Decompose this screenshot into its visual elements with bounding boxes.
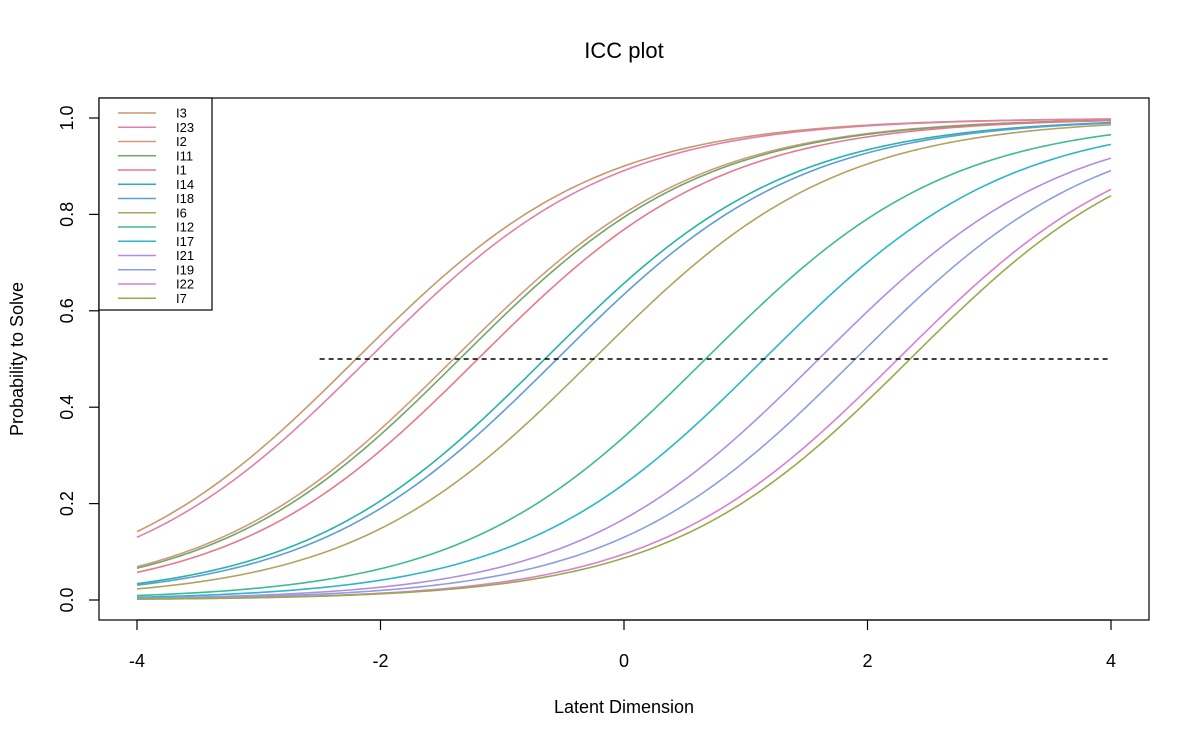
curve-i18 <box>136 122 1112 586</box>
curve-i19 <box>136 169 1112 600</box>
curve-i11 <box>136 119 1112 569</box>
curve-i21 <box>136 157 1112 600</box>
y-tick-label: 0.8 <box>57 202 77 227</box>
y-axis-label: Probability to Solve <box>7 282 27 436</box>
legend-label: I22 <box>176 277 194 292</box>
y-tick-label: 0.6 <box>57 298 77 323</box>
curve-i6 <box>136 123 1112 590</box>
curve-i23 <box>136 118 1112 539</box>
legend-item: I7 <box>118 291 187 306</box>
legend-item: I11 <box>118 148 193 163</box>
curve-i3 <box>136 118 1112 533</box>
x-tick-label: -4 <box>129 651 145 671</box>
legend-label: I7 <box>176 291 187 306</box>
curve-i17 <box>136 143 1112 599</box>
plot-area <box>136 118 1112 600</box>
legend-item: I21 <box>118 248 194 263</box>
legend-item: I3 <box>118 106 187 121</box>
legend-label: I19 <box>176 262 194 277</box>
legend-label: I14 <box>176 177 194 192</box>
legend-item: I19 <box>118 262 194 277</box>
curve-i2 <box>136 119 1112 568</box>
legend-label: I3 <box>176 106 187 121</box>
curve-i1 <box>136 119 1112 574</box>
x-axis-label: Latent Dimension <box>554 697 694 717</box>
legend-label: I11 <box>176 148 193 163</box>
curve-i14 <box>136 121 1112 585</box>
legend-label: I23 <box>176 120 194 135</box>
y-axis: 0.0 0.2 0.4 0.6 0.8 1.0 <box>57 105 100 613</box>
legend-label: I21 <box>176 248 194 263</box>
legend-item: I14 <box>118 177 194 192</box>
plot-frame <box>98 97 1150 621</box>
x-axis: -4 -2 0 2 4 <box>129 619 1116 671</box>
legend-item: I12 <box>118 220 194 235</box>
x-tick-label: 2 <box>862 651 872 671</box>
legend-item: I23 <box>118 120 194 135</box>
legend-item: I18 <box>118 191 194 206</box>
curve-i7 <box>136 194 1112 600</box>
x-tick-label: 4 <box>1106 651 1116 671</box>
legend-label: I17 <box>176 234 194 249</box>
y-tick-label: 0.0 <box>57 587 77 612</box>
legend-label: I2 <box>176 134 187 149</box>
legend-item: I22 <box>118 277 194 292</box>
x-tick-label: -2 <box>372 651 388 671</box>
y-tick-label: 0.4 <box>57 395 77 420</box>
chart-title: ICC plot <box>584 38 663 63</box>
legend-label: I12 <box>176 220 194 235</box>
legend-item: I2 <box>118 134 187 149</box>
legend-item: I1 <box>118 163 187 178</box>
x-tick-label: 0 <box>619 651 629 671</box>
legend-label: I1 <box>176 163 187 178</box>
legend-item: I17 <box>118 234 194 249</box>
legend-box <box>98 97 213 311</box>
legend-label: I18 <box>176 191 194 206</box>
curve-i12 <box>136 133 1112 597</box>
y-tick-label: 0.2 <box>57 491 77 516</box>
legend-item: I6 <box>118 205 187 220</box>
y-tick-label: 1.0 <box>57 105 77 130</box>
legend-label: I6 <box>176 205 187 220</box>
